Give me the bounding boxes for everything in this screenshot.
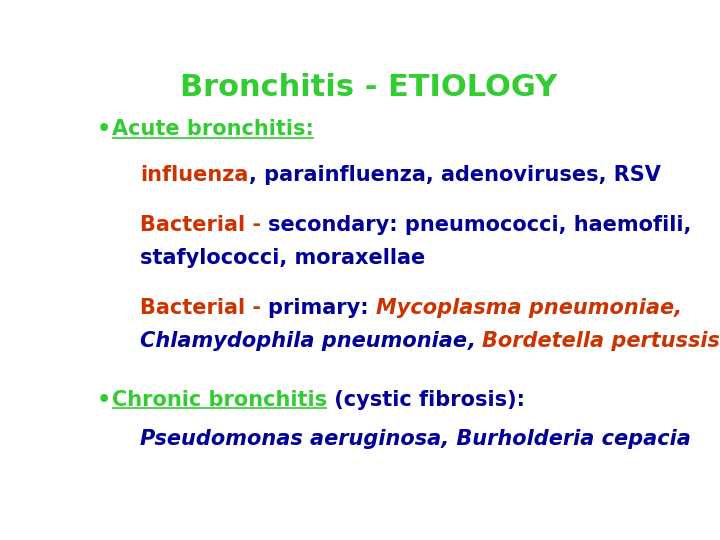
Text: Bronchitis - ETIOLOGY: Bronchitis - ETIOLOGY (181, 73, 557, 102)
Text: Mycoplasma pneumoniae,: Mycoplasma pneumoniae, (377, 298, 683, 318)
Text: secondary: pneumococci, haemofili,: secondary: pneumococci, haemofili, (269, 215, 692, 235)
Text: •: • (96, 119, 111, 139)
Text: stafylococci, moraxellae: stafylococci, moraxellae (140, 248, 426, 268)
Text: ,: , (467, 332, 482, 352)
Text: Bacterial -: Bacterial - (140, 298, 269, 318)
Text: Chronic bronchitis: Chronic bronchitis (112, 389, 328, 409)
Text: , parainfluenza, adenoviruses, RSV: , parainfluenza, adenoviruses, RSV (248, 165, 660, 185)
Text: Bacterial -: Bacterial - (140, 215, 269, 235)
Text: Bordetella pertussis: Bordetella pertussis (482, 332, 720, 352)
Text: primary:: primary: (269, 298, 377, 318)
Text: Acute bronchitis:: Acute bronchitis: (112, 119, 314, 139)
Text: •: • (96, 389, 111, 409)
Text: (cystic fibrosis):: (cystic fibrosis): (328, 389, 526, 409)
Text: influenza: influenza (140, 165, 248, 185)
Text: Pseudomonas aeruginosa, Burholderia cepacia: Pseudomonas aeruginosa, Burholderia cepa… (140, 429, 691, 449)
Text: Chlamydophila pneumoniae: Chlamydophila pneumoniae (140, 332, 467, 352)
